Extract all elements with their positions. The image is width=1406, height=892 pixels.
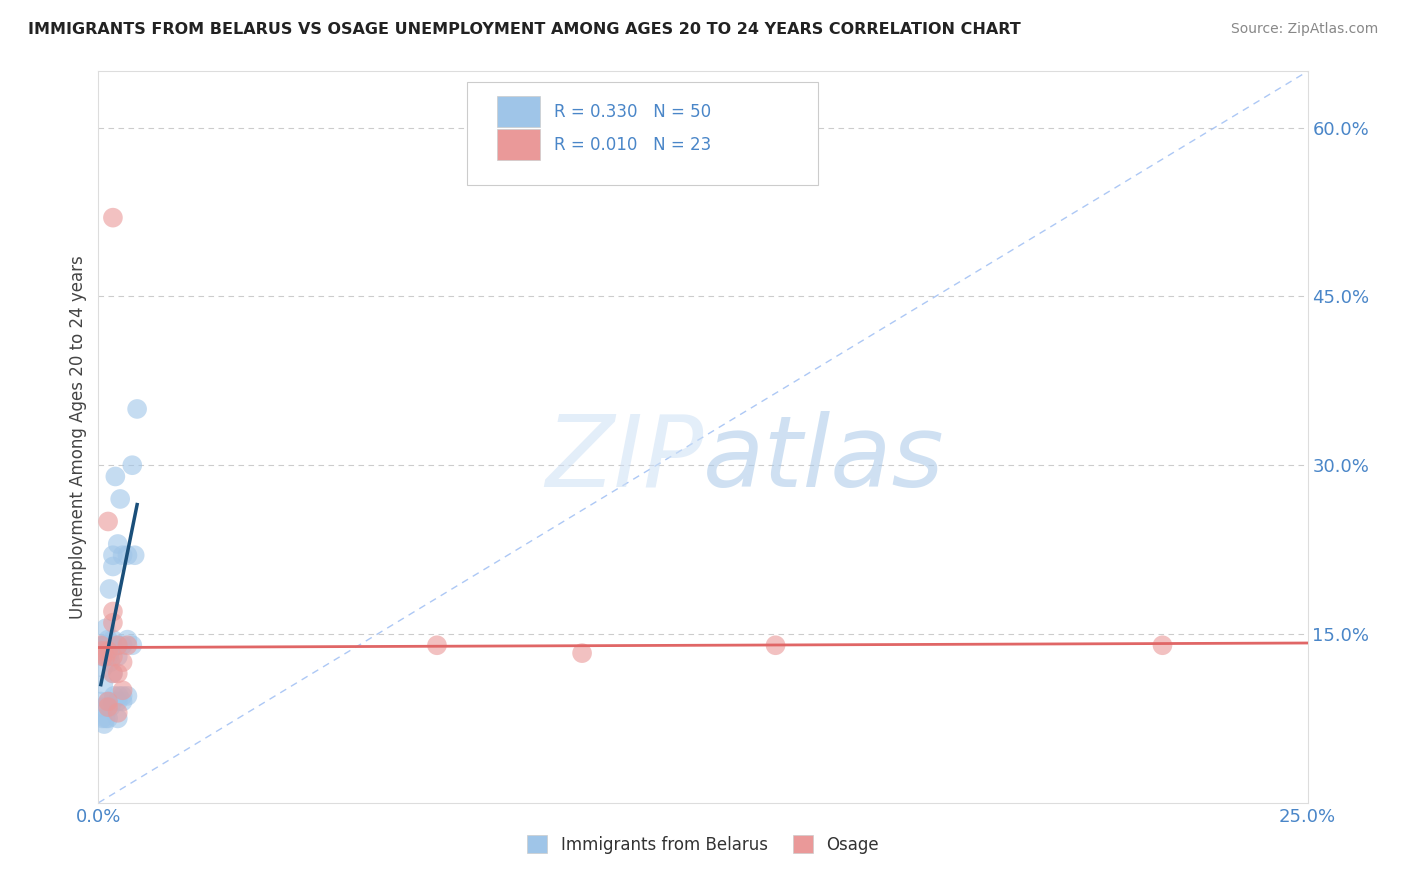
Point bbox=[101, 559, 124, 574]
Point bbox=[426, 638, 449, 652]
Point bbox=[97, 694, 120, 708]
Point bbox=[91, 711, 114, 725]
Point bbox=[97, 644, 120, 658]
FancyBboxPatch shape bbox=[467, 82, 818, 185]
Point bbox=[765, 638, 787, 652]
Text: atlas: atlas bbox=[703, 410, 945, 508]
Point bbox=[97, 700, 120, 714]
Point bbox=[91, 700, 114, 714]
Point bbox=[91, 649, 114, 664]
Text: R = 0.010   N = 23: R = 0.010 N = 23 bbox=[554, 136, 711, 153]
Point bbox=[91, 661, 114, 675]
Point bbox=[94, 638, 117, 652]
Point bbox=[117, 548, 139, 562]
Point bbox=[108, 491, 131, 506]
Point bbox=[107, 537, 129, 551]
Point bbox=[101, 666, 124, 681]
Point bbox=[107, 711, 129, 725]
Point bbox=[101, 649, 124, 664]
Point bbox=[100, 644, 122, 658]
Point bbox=[97, 632, 120, 647]
Point bbox=[117, 632, 139, 647]
Point bbox=[101, 666, 124, 681]
Point bbox=[1152, 638, 1174, 652]
Text: Source: ZipAtlas.com: Source: ZipAtlas.com bbox=[1230, 22, 1378, 37]
Point bbox=[571, 646, 593, 660]
Point bbox=[93, 638, 115, 652]
Point bbox=[104, 469, 127, 483]
Point bbox=[100, 700, 122, 714]
Point bbox=[90, 644, 112, 658]
FancyBboxPatch shape bbox=[498, 129, 540, 160]
Point bbox=[100, 655, 122, 669]
Point bbox=[101, 548, 124, 562]
Point bbox=[117, 638, 139, 652]
Point bbox=[94, 649, 117, 664]
Point bbox=[93, 717, 115, 731]
Point bbox=[103, 689, 125, 703]
Point bbox=[111, 694, 134, 708]
Point bbox=[111, 548, 134, 562]
FancyBboxPatch shape bbox=[498, 96, 540, 127]
Point bbox=[107, 694, 129, 708]
Legend: Immigrants from Belarus, Osage: Immigrants from Belarus, Osage bbox=[520, 829, 886, 860]
Point bbox=[101, 615, 124, 630]
Point bbox=[90, 694, 112, 708]
Point bbox=[101, 638, 124, 652]
Point bbox=[121, 458, 143, 473]
Point bbox=[91, 644, 114, 658]
Point bbox=[111, 683, 134, 698]
Point bbox=[97, 694, 120, 708]
Point bbox=[107, 666, 129, 681]
Point bbox=[101, 211, 124, 225]
Text: IMMIGRANTS FROM BELARUS VS OSAGE UNEMPLOYMENT AMONG AGES 20 TO 24 YEARS CORRELAT: IMMIGRANTS FROM BELARUS VS OSAGE UNEMPLO… bbox=[28, 22, 1021, 37]
Point bbox=[107, 689, 129, 703]
Point bbox=[107, 638, 129, 652]
Point bbox=[107, 706, 129, 720]
Point bbox=[117, 689, 139, 703]
Point bbox=[91, 678, 114, 692]
Point bbox=[101, 605, 124, 619]
Point bbox=[93, 638, 115, 652]
Point bbox=[97, 638, 120, 652]
Point bbox=[98, 582, 121, 596]
Y-axis label: Unemployment Among Ages 20 to 24 years: Unemployment Among Ages 20 to 24 years bbox=[69, 255, 87, 619]
Point bbox=[94, 621, 117, 635]
Point bbox=[101, 632, 124, 647]
Point bbox=[90, 638, 112, 652]
Point bbox=[107, 638, 129, 652]
Point bbox=[107, 649, 129, 664]
Point bbox=[111, 655, 134, 669]
Point bbox=[91, 649, 114, 664]
Point bbox=[91, 638, 114, 652]
Point bbox=[97, 515, 120, 529]
Point bbox=[111, 689, 134, 703]
Point bbox=[111, 638, 134, 652]
Point bbox=[96, 649, 118, 664]
Point bbox=[127, 401, 149, 416]
Point bbox=[97, 711, 120, 725]
Point bbox=[121, 638, 143, 652]
Point bbox=[101, 694, 124, 708]
Text: R = 0.330   N = 50: R = 0.330 N = 50 bbox=[554, 103, 711, 120]
Point bbox=[98, 649, 121, 664]
Point bbox=[124, 548, 146, 562]
Point bbox=[94, 711, 117, 725]
Text: ZIP: ZIP bbox=[544, 410, 703, 508]
